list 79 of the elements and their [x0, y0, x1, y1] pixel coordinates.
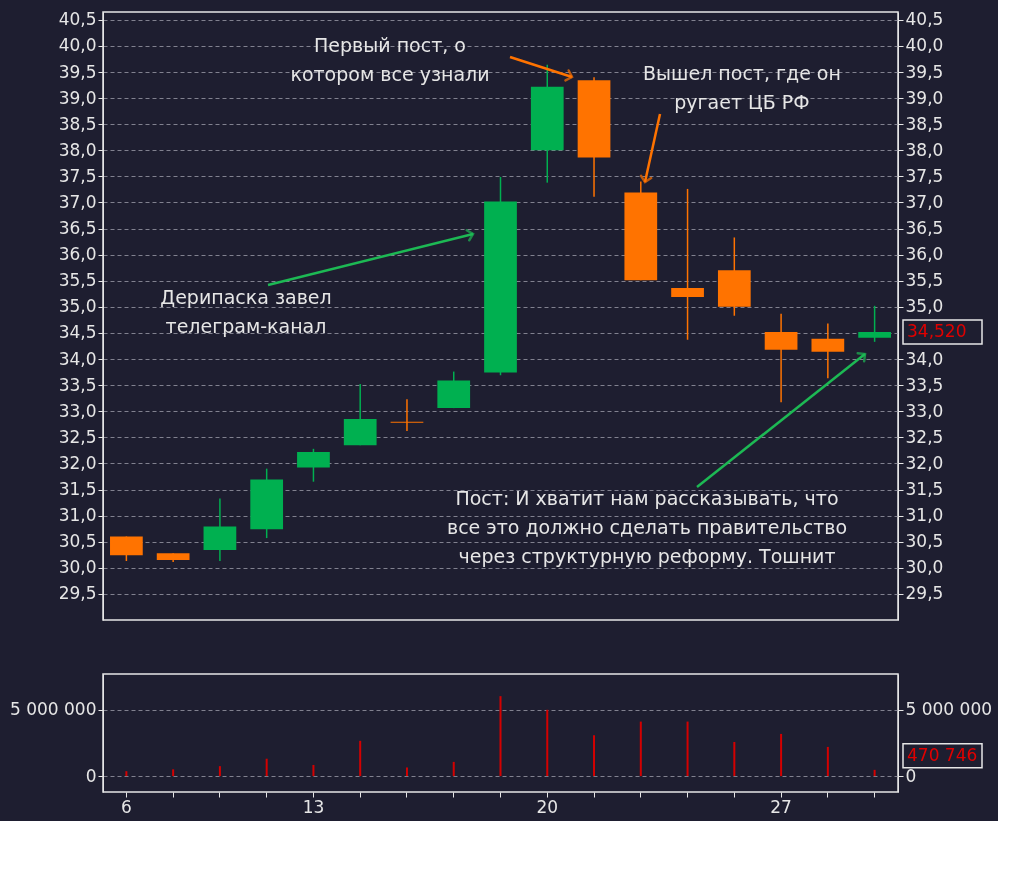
y-tick-label: 31,5	[58, 479, 97, 500]
y-tick-label: 32,0	[58, 452, 97, 473]
y2-tick-label: 30,0	[905, 557, 944, 578]
y-tick-label: 29,5	[58, 583, 97, 604]
y-tick-label: 33,0	[58, 400, 97, 421]
bar	[733, 742, 736, 777]
y2-tick-label: 29,5	[905, 583, 944, 604]
y2-tick-label: 36,5	[905, 218, 944, 239]
y-tick-label: 35,0	[58, 296, 97, 317]
y2-tick-label: 34,0	[905, 348, 944, 369]
candlestick	[858, 305, 891, 343]
candlestick	[390, 398, 424, 432]
y-tick-label: 31,0	[58, 505, 97, 526]
y2-tick-label: 32,5	[905, 426, 944, 447]
y-tick-label: 37,0	[58, 191, 97, 212]
bar	[639, 721, 642, 777]
y-tick-label: 38,0	[58, 139, 97, 160]
bar	[499, 696, 502, 777]
y2-tick-label: 30,5	[905, 531, 944, 552]
y-tick-label: 30,0	[58, 557, 97, 578]
bar	[172, 769, 175, 777]
y-tick-label: 38,5	[58, 113, 97, 134]
bar	[686, 721, 689, 777]
bar	[312, 764, 315, 777]
y-tick-label: 5 000 000	[9, 699, 97, 720]
y2-tick-label: 39,0	[905, 87, 944, 108]
y2-tick-label: 33,5	[905, 374, 944, 395]
y-tick-label: 40,5	[58, 9, 97, 30]
y-tick-label: 39,5	[58, 61, 97, 82]
y-tick-label: 39,0	[58, 87, 97, 108]
y-tick-label: 34,5	[58, 322, 97, 343]
bar	[452, 761, 455, 777]
annotation: Дерипаска завел телеграм-канал	[160, 286, 332, 337]
text: 34,520	[907, 320, 967, 341]
y-tick-label: 33,5	[58, 374, 97, 395]
bar	[873, 769, 876, 777]
y-tick-label: 0	[85, 765, 97, 786]
y2-tick-label: 40,5	[905, 9, 944, 30]
y2-tick-label: 33,0	[905, 400, 944, 421]
y-tick-label: 37,5	[58, 165, 97, 186]
y-tick-label: 36,0	[58, 244, 97, 265]
bar	[125, 771, 128, 777]
x-tick-label: 13	[302, 796, 325, 817]
y-tick-label: 34,0	[58, 348, 97, 369]
y-tick-label: 30,5	[58, 531, 97, 552]
x-tick-label: 20	[536, 796, 559, 817]
y2-tick-label: 37,5	[905, 165, 944, 186]
y-tick-label: 40,0	[58, 35, 97, 56]
text: 470 746	[907, 744, 978, 765]
annotation: Первый пост, о котором все узнали	[290, 34, 490, 85]
bar	[359, 740, 362, 777]
bar	[265, 758, 268, 777]
annotation: Пост: И хватит нам рассказывать, что все это должно сделать правительство через структурную реформу. Тошнит	[446, 487, 848, 567]
bar	[546, 709, 549, 777]
bar	[593, 735, 596, 777]
bar	[826, 746, 829, 777]
bar	[780, 733, 783, 777]
y-tick-label: 32,5	[58, 426, 97, 447]
y-tick-label: 36,5	[58, 218, 97, 239]
y2-tick-label: 38,0	[905, 139, 944, 160]
y2-tick-label: 36,0	[905, 244, 944, 265]
y2-tick-label: 35,5	[905, 270, 944, 291]
y2-tick-label: 0	[905, 765, 917, 786]
x-tick-label: 27	[770, 796, 792, 817]
y2-tick-label: 31,0	[905, 505, 944, 526]
y2-tick-label: 40,0	[905, 35, 944, 56]
y2-tick-label: 37,0	[905, 191, 944, 212]
y2-tick-label: 31,5	[905, 479, 944, 500]
annotation: Вышел пост, где он ругает ЦБ РФ	[643, 62, 841, 113]
y2-tick-label: 32,0	[905, 452, 944, 473]
bar	[405, 767, 408, 777]
bar	[218, 766, 221, 777]
y2-tick-label: 5 000 000	[905, 699, 993, 720]
candlestick	[671, 188, 704, 341]
y2-tick-label: 39,5	[905, 61, 944, 82]
y2-tick-label: 38,5	[905, 113, 944, 134]
x-tick-label: 6	[120, 796, 132, 817]
y-tick-label: 35,5	[58, 270, 97, 291]
y2-tick-label: 35,0	[905, 296, 944, 317]
